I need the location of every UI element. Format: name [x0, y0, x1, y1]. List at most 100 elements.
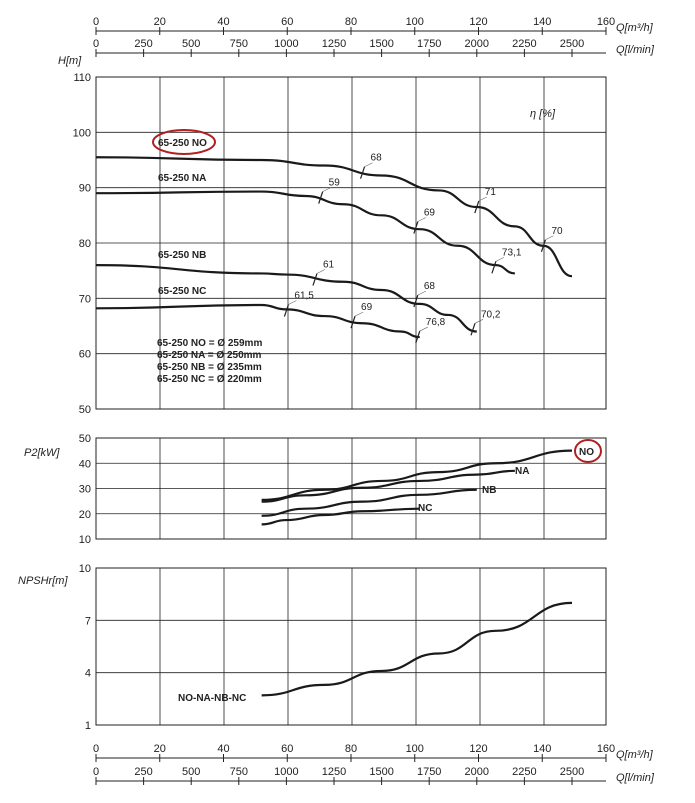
diameter-no: 65-250 NO = Ø 259mm [157, 338, 262, 349]
y-tick-label: 60 [79, 349, 91, 361]
curve-no [261, 449, 573, 501]
lmin-tick-label: 500 [182, 38, 200, 50]
curve-label-na: 65-250 NA [158, 173, 206, 184]
m3h-tick-label: 60 [281, 743, 293, 755]
lmin-tick-label: 1000 [274, 766, 298, 778]
curve-nc [261, 507, 420, 526]
m3h-tick-label: 160 [597, 16, 615, 28]
lmin-tick-label: 2250 [512, 766, 536, 778]
efficiency-label: 61 [323, 260, 335, 271]
lmin-tick-label: 1500 [369, 38, 393, 50]
m3h-tick-label: 40 [217, 743, 229, 755]
highlight-ellipse-no [152, 129, 216, 155]
lmin-tick-label: 2250 [512, 38, 536, 50]
lmin-tick-label: 250 [134, 38, 152, 50]
curve-label-nb: 65-250 NB [158, 250, 206, 261]
m3h-tick-label: 80 [345, 16, 357, 28]
bottom-lmin-axis-title: Q[l/min] [616, 772, 655, 784]
efficiency-mark [413, 294, 419, 308]
efficiency-leader [364, 162, 373, 167]
top-flow-axes: 0 20 40 60 80 100 120 140 160 0 250 500 750 1000 1250 1… [93, 16, 615, 57]
efficiency-label: 68 [371, 153, 383, 164]
y-tick-label: 1 [85, 720, 91, 732]
efficiency-leader [288, 300, 297, 305]
curve-65-250-no [95, 156, 573, 278]
lmin-tick-label: 2000 [465, 38, 489, 50]
m3h-tick-label: 0 [93, 16, 99, 28]
top-m3h-axis-title: Q[m³/h] [616, 22, 654, 34]
npsh-axis-label: NPSHr[m] [18, 575, 68, 587]
efficiency-leader [322, 187, 331, 192]
lmin-tick-label: 0 [93, 38, 99, 50]
lmin-tick-label: 1500 [369, 766, 393, 778]
diameter-nb: 65-250 NB = Ø 235mm [157, 362, 262, 373]
diameter-na: 65-250 NA = Ø 250mm [157, 350, 262, 361]
lmin-tick-label: 500 [182, 766, 200, 778]
lmin-tick-label: 2500 [560, 38, 584, 50]
m3h-tick-label: 20 [154, 743, 166, 755]
efficiency-label: 69 [361, 302, 373, 313]
efficiency-mark [359, 166, 366, 179]
lmin-tick-label: 1750 [417, 38, 441, 50]
y-tick-label: 80 [79, 238, 91, 250]
lmin-tick-label: 750 [230, 766, 248, 778]
lmin-tick-label: 2000 [465, 766, 489, 778]
m3h-tick-label: 20 [154, 16, 166, 28]
efficiency-mark [350, 315, 356, 329]
top-lmin-axis-title: Q[l/min] [616, 44, 655, 56]
efficiency-leader [417, 217, 427, 222]
y-tick-label: 40 [79, 458, 91, 470]
head-panel: 50 60 70 80 90 100 110 68 71 70 59 69 73,1 61 68 70,2 61… [73, 72, 607, 416]
npsh-panel: 1 4 7 10 [79, 563, 607, 732]
m3h-tick-label: 120 [469, 743, 487, 755]
efficiency-leader [474, 319, 484, 324]
curve-label-no: 65-250 NO [158, 138, 207, 149]
y-tick-label: 70 [79, 293, 91, 305]
y-tick-label: 7 [85, 615, 91, 627]
power-label-nc: NC [418, 503, 432, 514]
efficiency-label: 69 [424, 208, 436, 219]
lmin-tick-label: 1750 [417, 766, 441, 778]
curve-65-250-nb [95, 264, 477, 333]
lmin-tick-label: 1250 [322, 766, 346, 778]
efficiency-mark [283, 304, 289, 317]
curve-65-250-nc [95, 303, 420, 339]
head-axis-label: H[m] [58, 55, 82, 67]
y-tick-label: 4 [85, 668, 91, 680]
bottom-m3h-axis-title: Q[m³/h] [616, 749, 654, 761]
efficiency-leader [478, 196, 487, 202]
m3h-tick-label: 100 [406, 743, 424, 755]
efficiency-label: 68 [424, 281, 436, 292]
curve-no-na-nb-nc [261, 601, 573, 697]
efficiency-mark [474, 200, 480, 214]
power-label-nb: NB [482, 485, 496, 496]
power-panel: 10 20 30 40 50 [79, 433, 607, 546]
npsh-curve-label: NO-NA-NB-NC [178, 693, 246, 704]
lmin-tick-label: 0 [93, 766, 99, 778]
efficiency-mark [470, 323, 476, 336]
efficiency-leader [316, 269, 326, 274]
y-tick-label: 50 [79, 404, 91, 416]
m3h-tick-label: 160 [597, 743, 615, 755]
y-tick-label: 110 [73, 72, 91, 84]
plot-frame [95, 567, 607, 726]
efficiency-label: 70 [551, 226, 563, 237]
efficiency-mark [540, 239, 547, 252]
y-tick-label: 10 [79, 563, 91, 575]
m3h-tick-label: 0 [93, 743, 99, 755]
y-tick-label: 100 [73, 127, 91, 139]
curve-65-250-na [95, 190, 515, 275]
m3h-tick-label: 100 [406, 16, 424, 28]
curve-label-nc: 65-250 NC [158, 286, 206, 297]
efficiency-label: 76,8 [426, 317, 446, 328]
curve-nb [261, 488, 477, 517]
efficiency-mark [491, 261, 497, 274]
efficiency-leader [419, 326, 428, 332]
power-axis-label: P2[kW] [24, 447, 60, 459]
lmin-tick-label: 250 [134, 766, 152, 778]
efficiency-mark [415, 330, 421, 344]
m3h-tick-label: 60 [281, 16, 293, 28]
power-label-no: NO [579, 447, 594, 458]
